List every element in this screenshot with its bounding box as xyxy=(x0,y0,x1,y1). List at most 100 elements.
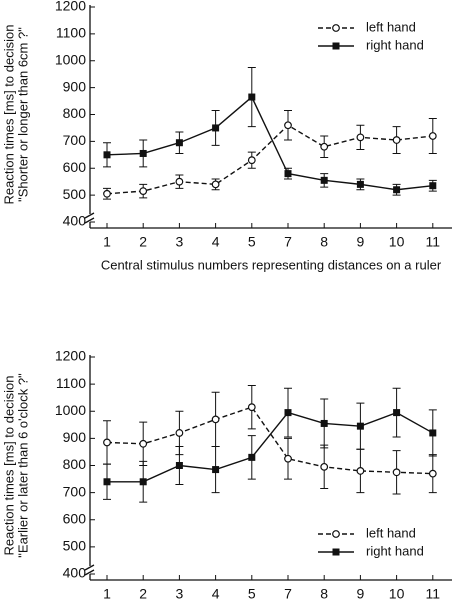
marker xyxy=(332,24,340,32)
x-tick-label: 7 xyxy=(284,586,292,602)
marker xyxy=(139,149,147,157)
y-tick-label: 800 xyxy=(63,456,87,472)
marker xyxy=(356,467,365,475)
marker xyxy=(211,415,220,424)
marker xyxy=(320,176,328,184)
legend-label: left hand xyxy=(366,525,416,540)
marker xyxy=(332,548,340,556)
axis-break xyxy=(84,212,95,224)
y-tick-label: 400 xyxy=(63,213,87,229)
y-axis-label: Reaction times [ms] to decision xyxy=(1,376,16,556)
x-tick-label: 2 xyxy=(139,234,147,250)
marker xyxy=(139,439,148,448)
x-tick-label: 10 xyxy=(389,234,405,250)
marker xyxy=(356,180,364,188)
x-tick-label: 5 xyxy=(248,234,256,250)
x-tick-label: 8 xyxy=(320,586,328,602)
x-tick-label: 9 xyxy=(357,586,365,602)
x-axis-label: Central stimulus numbers representing di… xyxy=(101,257,442,272)
x-tick-label: 1 xyxy=(103,586,111,602)
series-line xyxy=(106,95,433,191)
y-axis-label: Reaction times [ms] to decision xyxy=(1,25,16,205)
marker xyxy=(103,189,111,198)
x-tick-label: 4 xyxy=(212,586,220,602)
y-tick-label: 1200 xyxy=(55,0,86,14)
marker xyxy=(139,187,148,195)
y-tick-label: 400 xyxy=(63,565,87,581)
marker xyxy=(175,139,183,147)
y-tick-label: 800 xyxy=(63,105,87,121)
y-tick-label: 1100 xyxy=(56,375,86,391)
y-tick-label: 700 xyxy=(63,483,87,499)
y-tick-label: 500 xyxy=(63,186,87,202)
marker xyxy=(103,478,111,486)
marker xyxy=(428,132,437,140)
y-axis-label: "Shorter or longer than 6cm ?" xyxy=(15,27,30,202)
marker xyxy=(103,438,111,447)
marker xyxy=(356,133,365,142)
x-tick-label: 4 xyxy=(212,234,220,250)
y-axis-label: "Earlier or later than 6 o'clock ?" xyxy=(15,373,30,558)
x-tick-label: 1 xyxy=(103,234,111,250)
marker xyxy=(212,466,220,474)
marker xyxy=(248,93,256,101)
marker xyxy=(284,454,292,463)
legend-label: right hand xyxy=(366,37,424,52)
marker xyxy=(429,182,437,190)
legend-label: left hand xyxy=(366,19,416,34)
x-axis-label: Central stimulus numbers representing ho… xyxy=(96,609,446,612)
marker xyxy=(139,478,147,486)
marker xyxy=(284,409,292,417)
y-tick-label: 1100 xyxy=(56,25,86,41)
x-tick-label: 7 xyxy=(284,234,292,250)
x-tick-label: 3 xyxy=(176,586,184,602)
marker xyxy=(392,468,401,477)
x-tick-label: 5 xyxy=(248,586,256,602)
legend-label: right hand xyxy=(366,543,424,558)
marker xyxy=(429,429,437,437)
marker xyxy=(211,180,220,189)
y-tick-label: 1000 xyxy=(55,402,86,418)
marker xyxy=(284,170,292,178)
marker xyxy=(332,42,340,50)
x-tick-label: 8 xyxy=(320,234,328,250)
series-line xyxy=(107,411,434,483)
x-tick-label: 11 xyxy=(426,234,441,250)
y-tick-label: 600 xyxy=(63,159,87,175)
x-tick-label: 10 xyxy=(389,586,405,602)
marker xyxy=(175,429,184,437)
marker xyxy=(248,453,256,461)
y-tick-label: 600 xyxy=(63,510,87,526)
axis-break xyxy=(84,564,95,576)
series-line xyxy=(106,406,433,475)
x-tick-label: 3 xyxy=(176,234,184,250)
marker xyxy=(320,462,329,471)
marker xyxy=(428,469,437,478)
marker xyxy=(175,177,184,186)
marker xyxy=(175,462,183,469)
y-tick-label: 700 xyxy=(63,132,87,148)
y-tick-label: 900 xyxy=(63,429,87,445)
marker xyxy=(247,156,256,165)
marker xyxy=(103,151,111,159)
y-tick-label: 1200 xyxy=(55,348,86,364)
x-tick-label: 11 xyxy=(426,586,441,602)
marker xyxy=(393,409,401,417)
marker xyxy=(393,186,401,194)
marker xyxy=(212,124,220,132)
marker xyxy=(356,422,364,430)
marker xyxy=(284,121,292,130)
y-tick-label: 500 xyxy=(63,538,87,554)
marker xyxy=(320,142,329,151)
marker xyxy=(392,136,401,144)
marker xyxy=(332,530,340,538)
y-tick-label: 900 xyxy=(63,78,87,94)
marker xyxy=(320,419,328,427)
x-tick-label: 9 xyxy=(357,234,365,250)
y-tick-label: 1000 xyxy=(55,51,86,67)
series-line xyxy=(106,124,433,195)
marker xyxy=(247,403,256,412)
x-tick-label: 2 xyxy=(139,586,147,602)
